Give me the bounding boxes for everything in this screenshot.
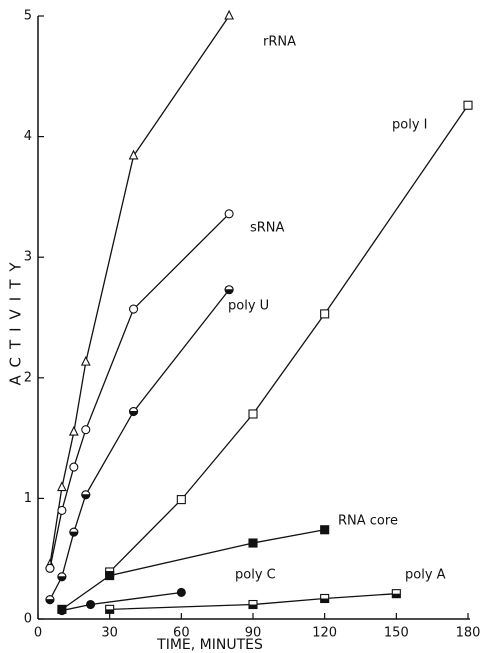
series-label: sRNA	[250, 221, 285, 236]
series-label: poly U	[228, 299, 269, 314]
triangle-marker	[224, 9, 235, 20]
series-label: poly A	[405, 568, 446, 583]
y-axis-label: ACTIVITY	[7, 254, 25, 385]
half-square-fill	[249, 604, 257, 609]
square-marker	[176, 495, 186, 505]
square-marker	[320, 309, 330, 319]
circle-marker	[69, 462, 79, 472]
half-circle-top	[69, 527, 79, 533]
square-marker	[320, 525, 330, 535]
series-label: poly C	[235, 568, 276, 583]
series-line	[109, 104, 469, 573]
x-tick-label: 90	[245, 626, 262, 641]
series-line	[49, 289, 230, 601]
x-tick-label: 0	[34, 626, 42, 641]
circle-marker	[224, 209, 234, 219]
circle-marker	[57, 505, 67, 516]
series-line	[49, 15, 230, 565]
half-circle-top	[57, 572, 67, 578]
y-tick-label: 2	[24, 370, 32, 385]
triangle-marker	[80, 355, 91, 366]
series-line	[109, 593, 397, 611]
circle-marker	[81, 425, 91, 435]
half-square-fill	[392, 593, 401, 598]
series-label: RNA core	[338, 514, 398, 529]
square-marker	[248, 538, 258, 548]
half-circle-top	[129, 407, 139, 413]
circle-marker	[176, 587, 186, 598]
series-label: poly I	[392, 118, 427, 133]
x-tick-label: 60	[173, 626, 190, 641]
circle-marker	[129, 304, 139, 314]
series-line	[61, 529, 325, 610]
x-tick-label: 180	[456, 626, 481, 641]
series-label: rRNA	[263, 35, 296, 50]
circle-marker	[45, 563, 55, 573]
y-tick-label: 3	[24, 250, 32, 265]
x-tick-label: 30	[101, 626, 118, 641]
y-tick-label: 1	[24, 491, 32, 506]
square-marker	[463, 100, 473, 110]
x-tick-label: 150	[384, 626, 409, 641]
circle-marker	[86, 599, 96, 610]
y-tick-label: 5	[24, 9, 32, 24]
half-circle-top	[81, 490, 91, 496]
square-marker	[105, 571, 115, 581]
half-square-fill	[320, 598, 329, 603]
triangle-marker	[56, 481, 67, 492]
y-tick-label: 4	[24, 129, 32, 144]
half-circle-top	[224, 285, 234, 291]
half-circle-top	[45, 595, 55, 601]
x-axis-label: TIME, MINUTES	[156, 637, 263, 653]
x-tick-label: 120	[312, 626, 337, 641]
circle-marker	[57, 606, 67, 616]
triangle-marker	[128, 149, 139, 160]
series-line	[49, 213, 230, 569]
square-marker	[248, 409, 258, 419]
y-tick-label: 0	[24, 612, 32, 627]
triangle-marker	[68, 425, 79, 436]
half-square-fill	[105, 609, 114, 614]
